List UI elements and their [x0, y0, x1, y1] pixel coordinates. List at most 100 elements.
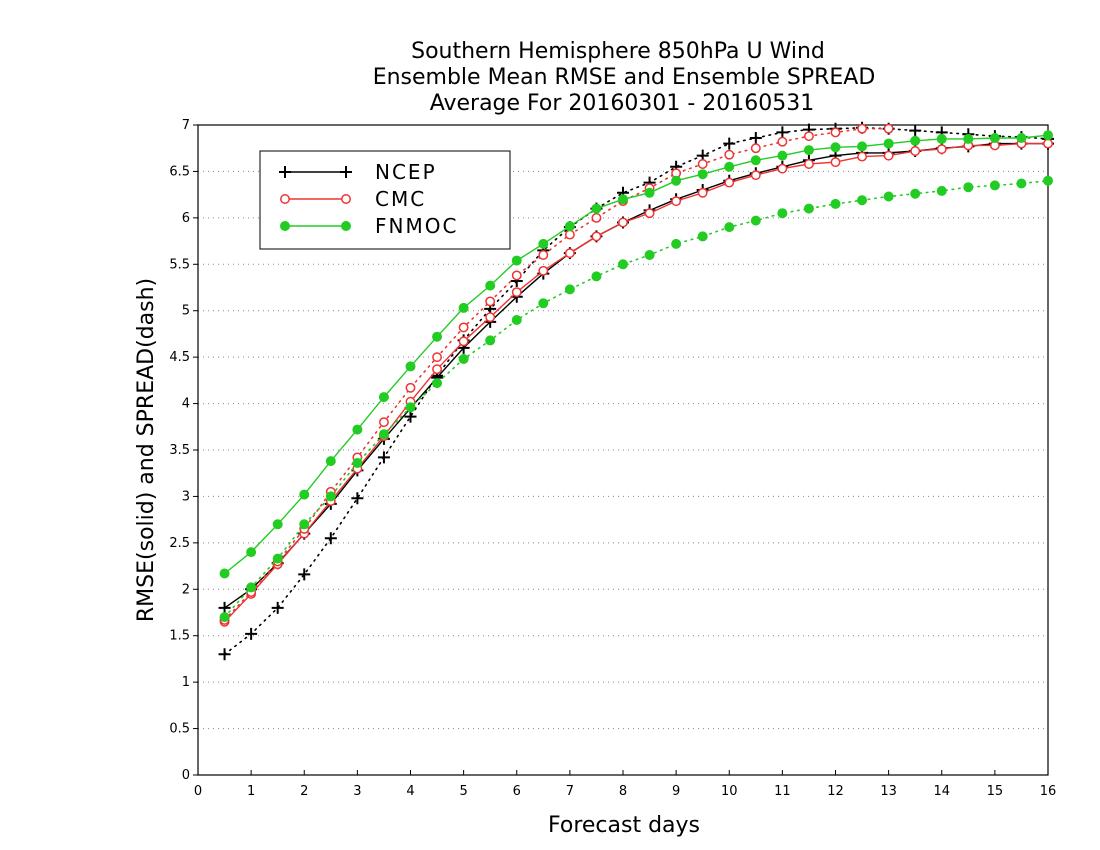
x-tick-label: 15	[987, 784, 1004, 799]
data-point-cmc-rmse	[697, 187, 708, 198]
data-point-cmc-rmse	[644, 208, 655, 219]
x-tick-label: 6	[513, 784, 521, 799]
data-point-cmc-rmse	[591, 231, 602, 242]
data-point-fnmoc-rmse	[511, 255, 522, 266]
data-point-fnmoc-rmse	[644, 187, 655, 198]
data-point-fnmoc-rmse	[936, 133, 947, 144]
grid-lines	[198, 170, 1048, 730]
data-point-ncep-spread	[776, 126, 789, 139]
data-point-fnmoc-rmse	[618, 194, 628, 205]
x-tick-label: 5	[459, 784, 467, 799]
data-point-cmc-rmse	[830, 157, 841, 168]
data-point-cmc-rmse	[538, 265, 549, 276]
data-point-fnmoc-spread	[963, 182, 974, 193]
data-point-fnmoc-spread	[750, 215, 761, 226]
data-point-fnmoc-spread	[325, 491, 336, 502]
y-axis-label: RMSE(solid) and SPREAD(dash)	[134, 278, 159, 622]
y-tick-label: 3.5	[169, 443, 190, 458]
legend-label: NCEP	[375, 160, 437, 184]
data-point-fnmoc-spread	[724, 222, 735, 233]
data-point-cmc-rmse	[857, 151, 868, 162]
data-point-fnmoc-spread	[246, 582, 257, 593]
y-tick-label: 7	[182, 118, 190, 133]
data-point-fnmoc-spread	[272, 553, 283, 564]
data-point-fnmoc-rmse	[458, 302, 469, 313]
y-tick-label: 1.5	[169, 629, 190, 644]
data-point-fnmoc-rmse	[1043, 130, 1053, 141]
data-point-fnmoc-spread	[458, 354, 469, 364]
x-tick-label: 0	[194, 784, 202, 799]
data-point-fnmoc-rmse	[405, 361, 416, 372]
data-point-fnmoc-spread	[989, 180, 1000, 191]
series-fnmoc-rmse	[219, 130, 1053, 579]
data-point-ncep-spread	[245, 627, 258, 640]
data-point-fnmoc-rmse	[272, 519, 283, 530]
data-point-ncep-spread	[404, 410, 417, 423]
data-point-cmc-rmse	[750, 170, 761, 181]
data-point-cmc-rmse	[803, 159, 814, 169]
data-point-fnmoc-spread	[378, 429, 389, 440]
data-point-fnmoc-spread	[485, 335, 496, 346]
data-point-ncep-spread	[298, 568, 311, 581]
data-point-fnmoc-spread	[538, 298, 549, 309]
y-tick-label: 5.5	[169, 257, 190, 272]
data-point-ncep-spread	[351, 492, 364, 505]
legend-label: FNMOC	[375, 214, 458, 238]
data-point-cmc-spread	[485, 296, 496, 307]
x-tick-label: 9	[672, 784, 680, 799]
data-point-cmc-spread	[750, 143, 761, 154]
data-point-ncep-spread	[218, 648, 231, 661]
data-point-fnmoc-rmse	[883, 138, 894, 149]
y-tick-label: 6	[182, 211, 190, 226]
data-point-fnmoc-rmse	[989, 133, 1000, 143]
data-point-fnmoc-spread	[1043, 175, 1053, 186]
data-point-fnmoc-spread	[299, 519, 310, 530]
chart-title-line-3: Average For 20160301 - 20160531	[430, 91, 815, 116]
data-point-fnmoc-spread	[777, 208, 788, 219]
x-axis: 0 1 2 3 4 5 6 7 8 9 10 11 12 13 14 15 16	[194, 770, 1056, 799]
data-point-ncep-spread	[377, 451, 390, 464]
y-tick-label: 1	[182, 675, 190, 690]
data-point-fnmoc-rmse	[750, 155, 761, 166]
y-axis: 0 0.5 1 1.5 2 2.5 3 3.5 4 4.5 5 5.5 6 6.5 7	[169, 118, 198, 783]
legend-box	[259, 150, 511, 250]
legend-item-cmc: CMC	[280, 187, 424, 211]
data-point-cmc-spread	[564, 229, 575, 240]
legend-marker	[340, 166, 352, 178]
data-point-fnmoc-rmse	[777, 150, 788, 161]
data-point-fnmoc-spread	[564, 284, 575, 295]
data-point-cmc-spread	[591, 212, 602, 223]
data-point-cmc-rmse	[936, 144, 947, 155]
data-point-fnmoc-rmse	[830, 142, 841, 153]
data-point-cmc-rmse	[910, 146, 921, 156]
legend-marker	[279, 166, 291, 178]
x-tick-label: 2	[300, 784, 308, 799]
y-tick-label: 4	[182, 397, 190, 412]
data-point-fnmoc-rmse	[485, 280, 496, 291]
data-point-fnmoc-spread	[936, 185, 947, 196]
x-tick-label: 4	[406, 784, 414, 799]
data-point-fnmoc-rmse	[803, 145, 814, 156]
legend: NCEP CMC FNMOC	[259, 150, 511, 250]
data-point-ncep-spread	[723, 137, 736, 150]
data-point-cmc-rmse	[777, 163, 788, 174]
data-point-fnmoc-rmse	[246, 547, 257, 558]
series-layer	[218, 121, 1054, 661]
data-point-cmc-spread	[724, 149, 735, 160]
data-point-fnmoc-spread	[432, 378, 443, 389]
data-point-fnmoc-spread	[883, 191, 894, 202]
x-tick-label: 7	[566, 784, 574, 799]
chart-title-line-1: Southern Hemisphere 850hPa U Wind	[411, 39, 825, 64]
legend-marker	[280, 221, 290, 231]
y-tick-label: 4.5	[169, 350, 190, 365]
data-point-cmc-spread	[803, 131, 814, 142]
x-tick-label: 8	[619, 784, 627, 799]
data-point-cmc-spread	[697, 159, 708, 169]
legend-marker	[341, 221, 351, 231]
data-point-cmc-rmse	[564, 248, 575, 259]
data-point-ncep-spread	[324, 532, 337, 545]
x-tick-label: 14	[933, 784, 950, 799]
data-point-fnmoc-rmse	[857, 141, 868, 152]
data-point-fnmoc-rmse	[432, 331, 443, 342]
